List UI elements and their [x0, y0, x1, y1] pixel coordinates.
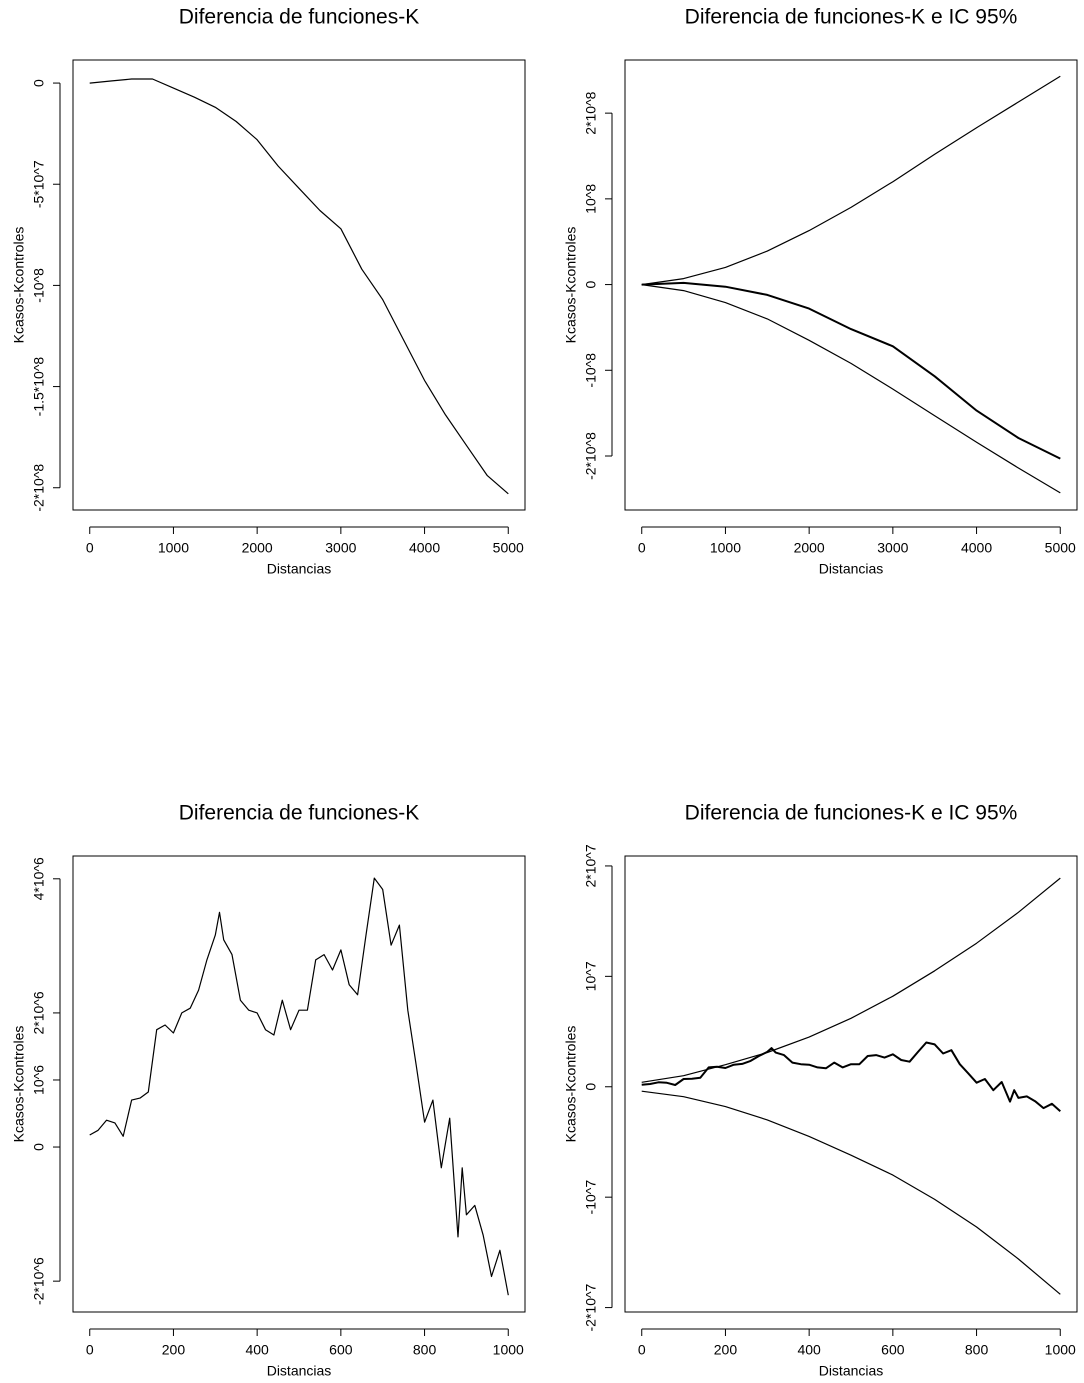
x-axis-label: Distancias: [267, 1363, 332, 1379]
data-line: [641, 75, 1061, 286]
chart-title: Diferencia de funciones-K e IC 95%: [685, 6, 1018, 29]
y-tick-label: 4*10^6: [31, 857, 47, 900]
y-tick-label: -2*10^8: [583, 432, 599, 480]
y-tick-label: -10^8: [583, 353, 599, 388]
data-line: [641, 1041, 1061, 1112]
x-tick-label: 2000: [794, 540, 825, 556]
x-tick-label: 3000: [877, 540, 908, 556]
plot-box: [624, 59, 1078, 511]
x-tick-label: 1000: [710, 540, 741, 556]
y-tick-label: 0: [31, 79, 47, 87]
y-tick-label: -2*10^6: [31, 1257, 47, 1305]
x-tick-label: 200: [714, 1342, 738, 1358]
data-line: [89, 877, 509, 1296]
x-tick-label: 2000: [242, 540, 273, 556]
y-axis-label: Kcasos-Kcontroles: [563, 1026, 579, 1143]
x-tick-label: 400: [797, 1342, 821, 1358]
chart-title: Diferencia de funciones-K e IC 95%: [685, 802, 1018, 825]
chart-title: Diferencia de funciones-K: [179, 6, 419, 29]
y-tick-label: 0: [583, 1083, 599, 1091]
data-line: [641, 877, 1061, 1083]
y-tick-label: 2*10^7: [583, 844, 599, 887]
x-tick-label: 5000: [1045, 540, 1076, 556]
data-line: [641, 1090, 1061, 1295]
plot-box: [72, 855, 526, 1313]
y-axis-label: Kcasos-Kcontroles: [11, 227, 27, 344]
x-tick-label: 4000: [409, 540, 440, 556]
x-tick-label: 0: [86, 540, 94, 556]
y-tick-label: 0: [31, 1143, 47, 1151]
y-tick-label: -10^8: [31, 268, 47, 303]
y-tick-label: -2*10^7: [583, 1283, 599, 1331]
x-tick-label: 3000: [325, 540, 356, 556]
x-tick-label: 0: [638, 1342, 646, 1358]
y-tick-label: -5*10^7: [31, 160, 47, 208]
x-tick-label: 0: [86, 1342, 94, 1358]
x-tick-label: 5000: [493, 540, 524, 556]
x-tick-label: 1000: [158, 540, 189, 556]
x-axis-label: Distancias: [819, 1363, 884, 1379]
x-tick-label: 800: [965, 1342, 989, 1358]
plot-box: [624, 855, 1078, 1313]
chart-title: Diferencia de funciones-K: [179, 802, 419, 825]
y-axis-label: Kcasos-Kcontroles: [11, 1026, 27, 1143]
plot-box: [72, 59, 526, 511]
y-tick-label: 10^7: [583, 961, 599, 991]
x-tick-label: 1000: [1045, 1342, 1076, 1358]
y-tick-label: 10^8: [583, 184, 599, 214]
x-tick-label: 4000: [961, 540, 992, 556]
y-tick-label: -10^7: [583, 1180, 599, 1215]
y-tick-label: -1.5*10^8: [31, 357, 47, 417]
y-tick-label: 0: [583, 280, 599, 288]
y-axis-label: Kcasos-Kcontroles: [563, 227, 579, 344]
x-tick-label: 800: [413, 1342, 437, 1358]
x-tick-label: 600: [329, 1342, 353, 1358]
y-tick-label: -2*10^8: [31, 464, 47, 512]
x-tick-label: 200: [162, 1342, 186, 1358]
data-line: [89, 78, 509, 495]
y-tick-label: 10^6: [31, 1065, 47, 1095]
data-line: [641, 284, 1061, 494]
x-tick-label: 1000: [493, 1342, 524, 1358]
x-axis-label: Distancias: [819, 561, 884, 577]
x-tick-label: 400: [245, 1342, 269, 1358]
y-tick-label: 2*10^6: [31, 991, 47, 1034]
x-tick-label: 0: [638, 540, 646, 556]
x-tick-label: 600: [881, 1342, 905, 1358]
y-tick-label: 2*10^8: [583, 91, 599, 134]
data-line: [641, 281, 1061, 460]
x-axis-label: Distancias: [267, 561, 332, 577]
